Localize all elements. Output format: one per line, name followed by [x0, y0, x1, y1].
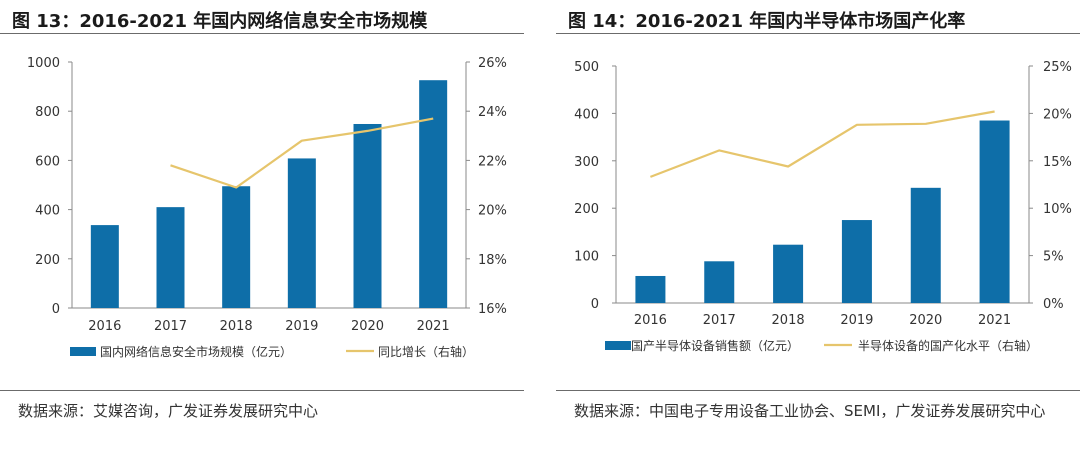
right-tick-label: 18%: [478, 253, 507, 268]
right-tick-label: 0%: [1043, 297, 1064, 312]
x-tick-label: 2021: [978, 313, 1011, 328]
left-tick-label: 800: [35, 105, 60, 120]
figure-13-title: 图 13：2016-2021 年国内网络信息安全市场规模: [12, 11, 428, 32]
left-tick-label: 100: [574, 250, 599, 265]
bar: [156, 207, 185, 308]
left-tick-label: 300: [574, 155, 599, 170]
x-tick-label: 2020: [909, 313, 942, 328]
left-tick-label: 0: [52, 302, 60, 317]
legend-line-label: 半导体设备的国产化水平（右轴）: [858, 338, 1038, 353]
x-tick-label: 2019: [285, 319, 318, 334]
left-tick-label: 600: [35, 154, 60, 169]
bar: [773, 244, 804, 303]
x-tick-label: 2018: [772, 313, 805, 328]
figure-13-panel: 图 13：2016-2021 年国内网络信息安全市场规模 0 200 400 600 8…: [0, 0, 524, 454]
left-tick-label: 1000: [27, 56, 60, 71]
figure-14-chart: 0 100 200 300 400 500 0% 5% 10% 15% 20% 25% 2016 2017…: [574, 60, 1072, 353]
legend-line-label: 同比增长（右轴）: [378, 344, 474, 359]
legend-bar-swatch: [605, 341, 631, 350]
legend-bar-label: 国内网络信息安全市场规模（亿元）: [100, 344, 292, 359]
left-tick-label: 400: [35, 204, 60, 219]
bar: [704, 261, 735, 303]
right-tick-label: 26%: [478, 56, 507, 71]
bar: [419, 80, 448, 308]
right-tick-label: 10%: [1043, 202, 1072, 217]
bar: [979, 120, 1010, 303]
left-tick-label: 0: [591, 297, 599, 312]
bar: [841, 220, 872, 303]
right-tick-label: 25%: [1043, 60, 1072, 75]
x-tick-label: 2016: [634, 313, 667, 328]
figure-14-panel: 图 14：2016-2021 年国内半导体市场国产化率 0 100 200 300 40…: [556, 0, 1080, 454]
right-tick-label: 5%: [1043, 250, 1064, 265]
figure-14-top-rule: [556, 33, 1080, 34]
right-tick-label: 16%: [478, 302, 507, 317]
bar: [287, 158, 316, 308]
figure-13-chart: 0 200 400 600 800 1000 16% 18% 20% 22% 24% 26% 2016 2…: [27, 56, 507, 359]
figure-14-title: 图 14：2016-2021 年国内半导体市场国产化率: [568, 11, 966, 32]
right-tick-label: 20%: [1043, 107, 1072, 122]
bar: [635, 275, 666, 303]
x-tick-label: 2019: [840, 313, 873, 328]
left-tick-label: 200: [574, 202, 599, 217]
line-series: [170, 117, 434, 189]
x-tick-label: 2021: [417, 319, 450, 334]
bar: [910, 187, 941, 303]
figure-13-top-rule: [0, 33, 524, 34]
line-series: [650, 110, 995, 178]
x-tick-label: 2017: [154, 319, 187, 334]
left-tick-label: 500: [574, 60, 599, 75]
figure-13-bottom-rule: [0, 390, 524, 391]
bar: [222, 186, 251, 308]
right-tick-label: 24%: [478, 105, 507, 120]
left-tick-label: 400: [574, 107, 599, 122]
x-tick-label: 2017: [703, 313, 736, 328]
figure-14-source: 数据来源：中国电子专用设备工业协会、SEMI，广发证券发展研究中心: [574, 402, 1046, 420]
right-tick-label: 22%: [478, 154, 507, 169]
figure-14-bottom-rule: [556, 390, 1080, 391]
x-tick-label: 2018: [220, 319, 253, 334]
x-tick-label: 2020: [351, 319, 384, 334]
right-tick-label: 20%: [478, 204, 507, 219]
bar: [90, 225, 119, 308]
legend-bar-label: 国产半导体设备销售额（亿元）: [631, 338, 799, 353]
x-tick-label: 2016: [88, 319, 121, 334]
figure-13-source: 数据来源：艾媒咨询，广发证券发展研究中心: [18, 402, 319, 420]
bar: [353, 123, 382, 308]
legend-bar-swatch: [70, 347, 96, 356]
right-tick-label: 15%: [1043, 155, 1072, 170]
left-tick-label: 200: [35, 253, 60, 268]
